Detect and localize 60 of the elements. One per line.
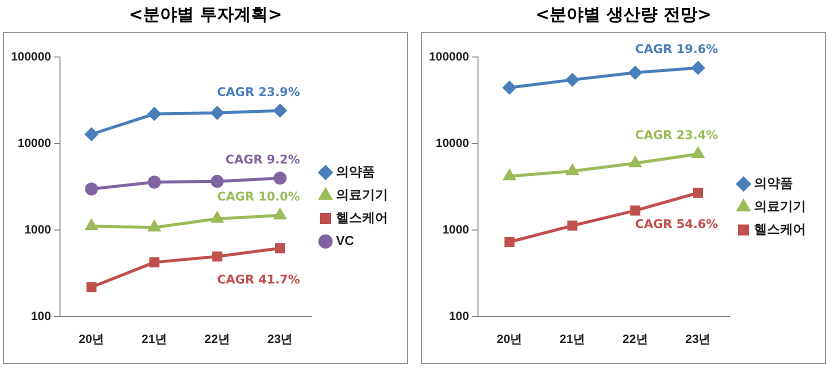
point [86,220,98,230]
legend-label: 의약품 [336,164,375,180]
legend-label: 헬스케어 [754,222,806,237]
y-tick-label: 10000 [18,136,52,150]
x-tick-label: 21년 [142,332,168,346]
x-tick-label: 20년 [496,332,522,346]
y-tick-label: 100 [31,308,52,323]
x-tick-label: 21년 [560,332,586,346]
annotation: CAGR 54.6% [635,217,718,232]
annotation: CAGR 41.7% [217,272,300,286]
x-tick-label: 22년 [204,332,230,346]
point [148,176,161,189]
y-tick-label: 100000 [428,49,470,64]
annotation: CAGR 23.4% [635,128,718,142]
chart-title: <분야별 생산량 전망> [534,4,713,27]
y-tick-label: 100 [449,308,470,323]
point [210,174,224,188]
x-tick-label: 23년 [267,332,293,346]
point [275,243,286,254]
point [212,251,222,262]
point [504,236,515,248]
point [630,206,640,216]
point [567,220,578,231]
point [692,61,705,74]
chart-title: <분야별 투자계획> [128,4,284,27]
annotation: CAGR 23.9% [217,84,300,99]
text: CAGR 19.6% [635,42,718,56]
y-tick-label: 100000 [10,49,52,64]
point [149,257,160,268]
point [502,81,516,94]
legend-label: 의료기기 [754,198,806,214]
point [628,66,642,80]
point [84,182,98,196]
point [566,164,578,176]
point [566,73,579,86]
legend-label: VC [336,233,355,248]
legend-label: 의료기기 [336,187,388,202]
x-tick-label: 20년 [78,332,104,346]
point [148,221,160,232]
legend-label: 헬스케어 [336,210,388,226]
point [86,282,97,292]
point [504,170,516,180]
point [692,148,704,158]
point [148,107,161,120]
point [84,128,98,141]
point [274,104,287,118]
point [693,188,704,198]
y-tick-label: 1000 [442,222,470,236]
legend-label: 의약품 [754,176,793,191]
point [274,172,287,185]
x-tick-label: 22년 [622,332,648,346]
y-tick-label: 1000 [24,222,52,236]
y-tick-label: 10000 [436,136,470,150]
annotation: CAGR 9.2% [225,152,300,166]
annotation: CAGR 10.0% [217,189,300,204]
x-tick-label: 23년 [685,332,711,346]
point [274,208,286,220]
point [629,156,642,168]
point [211,212,224,223]
point [210,106,224,120]
